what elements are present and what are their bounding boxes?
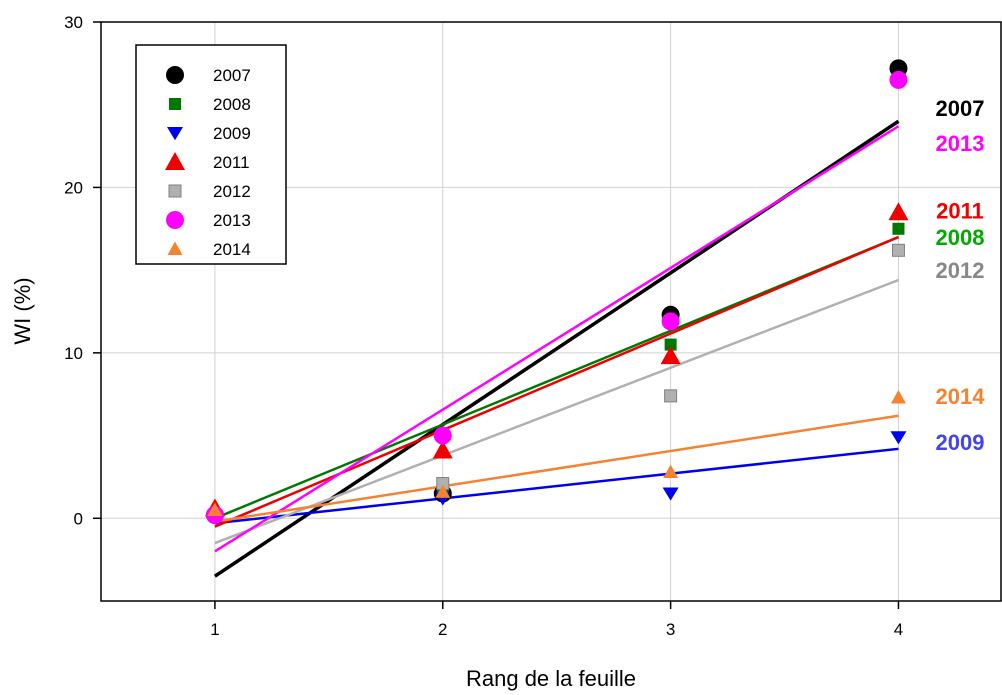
point-2014	[435, 484, 451, 498]
legend-label-2014: 2014	[213, 240, 251, 259]
y-tick-label: 30	[64, 13, 83, 32]
series-label-2013: 2013	[936, 131, 985, 156]
point-2011	[888, 202, 909, 221]
fit-line-2012	[214, 278, 899, 545]
legend-marker-2013	[166, 211, 184, 229]
point-2011	[432, 440, 453, 459]
plot-frame	[100, 21, 1002, 602]
series-label-2008: 2008	[936, 225, 985, 250]
point-2013	[661, 312, 680, 331]
legend-marker-2007	[166, 66, 184, 84]
point-2013	[433, 426, 452, 445]
fit-line-2011	[214, 235, 899, 528]
series-label-2014: 2014	[936, 384, 986, 409]
point-2012	[891, 243, 905, 257]
fit-line-2009	[214, 447, 899, 525]
point-2014	[890, 390, 906, 404]
point-2008	[664, 338, 677, 351]
point-2011	[660, 346, 681, 365]
axis-ticks: 1 2 3 4 0 10 20 30	[64, 13, 903, 639]
legend-label-2012: 2012	[213, 182, 251, 201]
y-axis-label: WI (%)	[10, 277, 35, 344]
point-2012	[664, 389, 678, 403]
legend-marker-2011	[165, 152, 185, 170]
legend-marker-2014	[167, 241, 183, 255]
series-label-2009: 2009	[936, 430, 985, 455]
legend-box	[135, 44, 287, 265]
point-2014	[207, 502, 223, 517]
series-label-2011: 2011	[936, 199, 984, 224]
series-label-2007: 2007	[936, 96, 985, 121]
point-2013	[889, 70, 908, 89]
legend-label-2011: 2011	[213, 153, 250, 172]
x-tick-label: 1	[210, 620, 219, 639]
point-2009	[662, 487, 679, 501]
legend-marker-2012	[168, 184, 182, 198]
fit-line-2014	[214, 414, 899, 523]
legend-label-2007: 2007	[213, 66, 251, 85]
point-2014	[663, 464, 679, 478]
legend-label-2009: 2009	[213, 124, 251, 143]
legend: 2007 2008 2009 2011 2012 2013 2014	[135, 44, 287, 265]
fit-line-2013	[214, 125, 900, 553]
x-tick-label: 4	[894, 620, 903, 639]
legend-marker-2008	[169, 98, 181, 110]
fit-line-2008	[214, 235, 899, 520]
point-2009	[890, 431, 907, 445]
legend-label-2008: 2008	[213, 95, 251, 114]
legend-marker-2009	[167, 127, 183, 141]
x-axis-label: Rang de la feuille	[466, 666, 636, 691]
regression-lines	[213, 119, 900, 578]
x-tick-label: 2	[438, 620, 447, 639]
y-tick-label: 10	[64, 344, 83, 363]
data-points	[204, 59, 909, 524]
x-tick-label: 3	[666, 620, 675, 639]
legend-label-2013: 2013	[213, 211, 251, 230]
y-tick-label: 0	[74, 509, 83, 528]
series-label-2012: 2012	[936, 258, 985, 283]
point-2008	[892, 222, 905, 235]
y-tick-label: 20	[64, 178, 83, 197]
